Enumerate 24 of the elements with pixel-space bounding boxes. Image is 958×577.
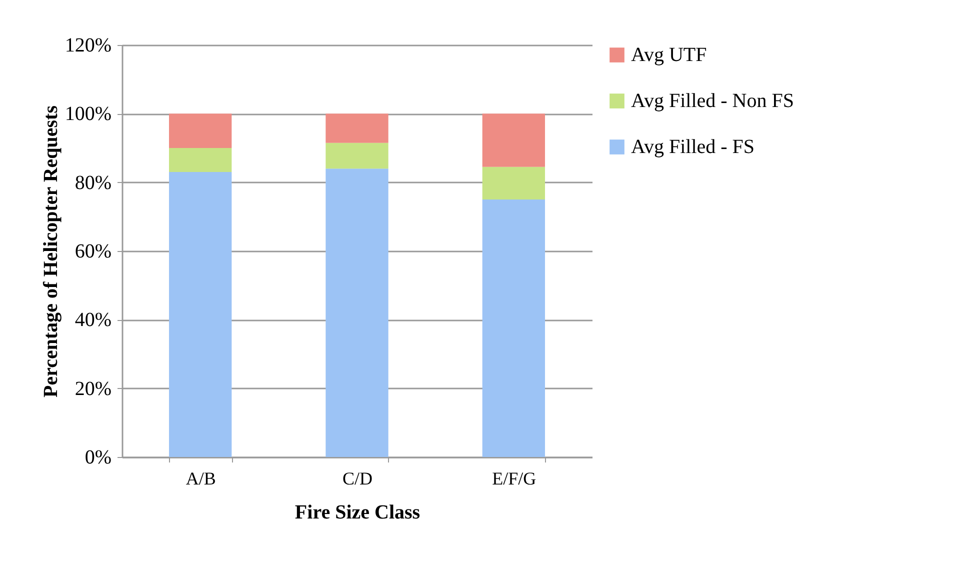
bar <box>326 142 388 169</box>
bar <box>169 114 232 148</box>
bar <box>482 166 545 200</box>
x-axis-title: Fire Size Class <box>294 502 420 524</box>
bar <box>169 148 232 172</box>
y-tick-label: 100% <box>64 103 112 126</box>
legend-label: Avg UTF <box>631 44 707 66</box>
x-tick-label: C/D <box>342 468 373 488</box>
y-tick-label: 120% <box>64 34 112 56</box>
bar <box>169 172 232 457</box>
y-tick-label: 60% <box>74 240 112 262</box>
legend-label: Avg Filled - Non FS <box>631 90 794 112</box>
y-axis-title: Percentage of Helicopter Requests <box>40 105 62 398</box>
y-tick-label: 0% <box>84 446 112 468</box>
bar <box>482 200 545 457</box>
y-tick-label: 80% <box>74 172 112 194</box>
y-tick-label: 40% <box>74 309 112 332</box>
legend-label: Avg Filled - FS <box>631 136 755 158</box>
bar <box>482 114 545 167</box>
x-tick-label: E/F/G <box>492 468 536 488</box>
bar <box>326 168 388 457</box>
bar <box>326 114 388 143</box>
x-tick-label: A/B <box>186 468 216 488</box>
y-tick-label: 20% <box>74 378 112 400</box>
